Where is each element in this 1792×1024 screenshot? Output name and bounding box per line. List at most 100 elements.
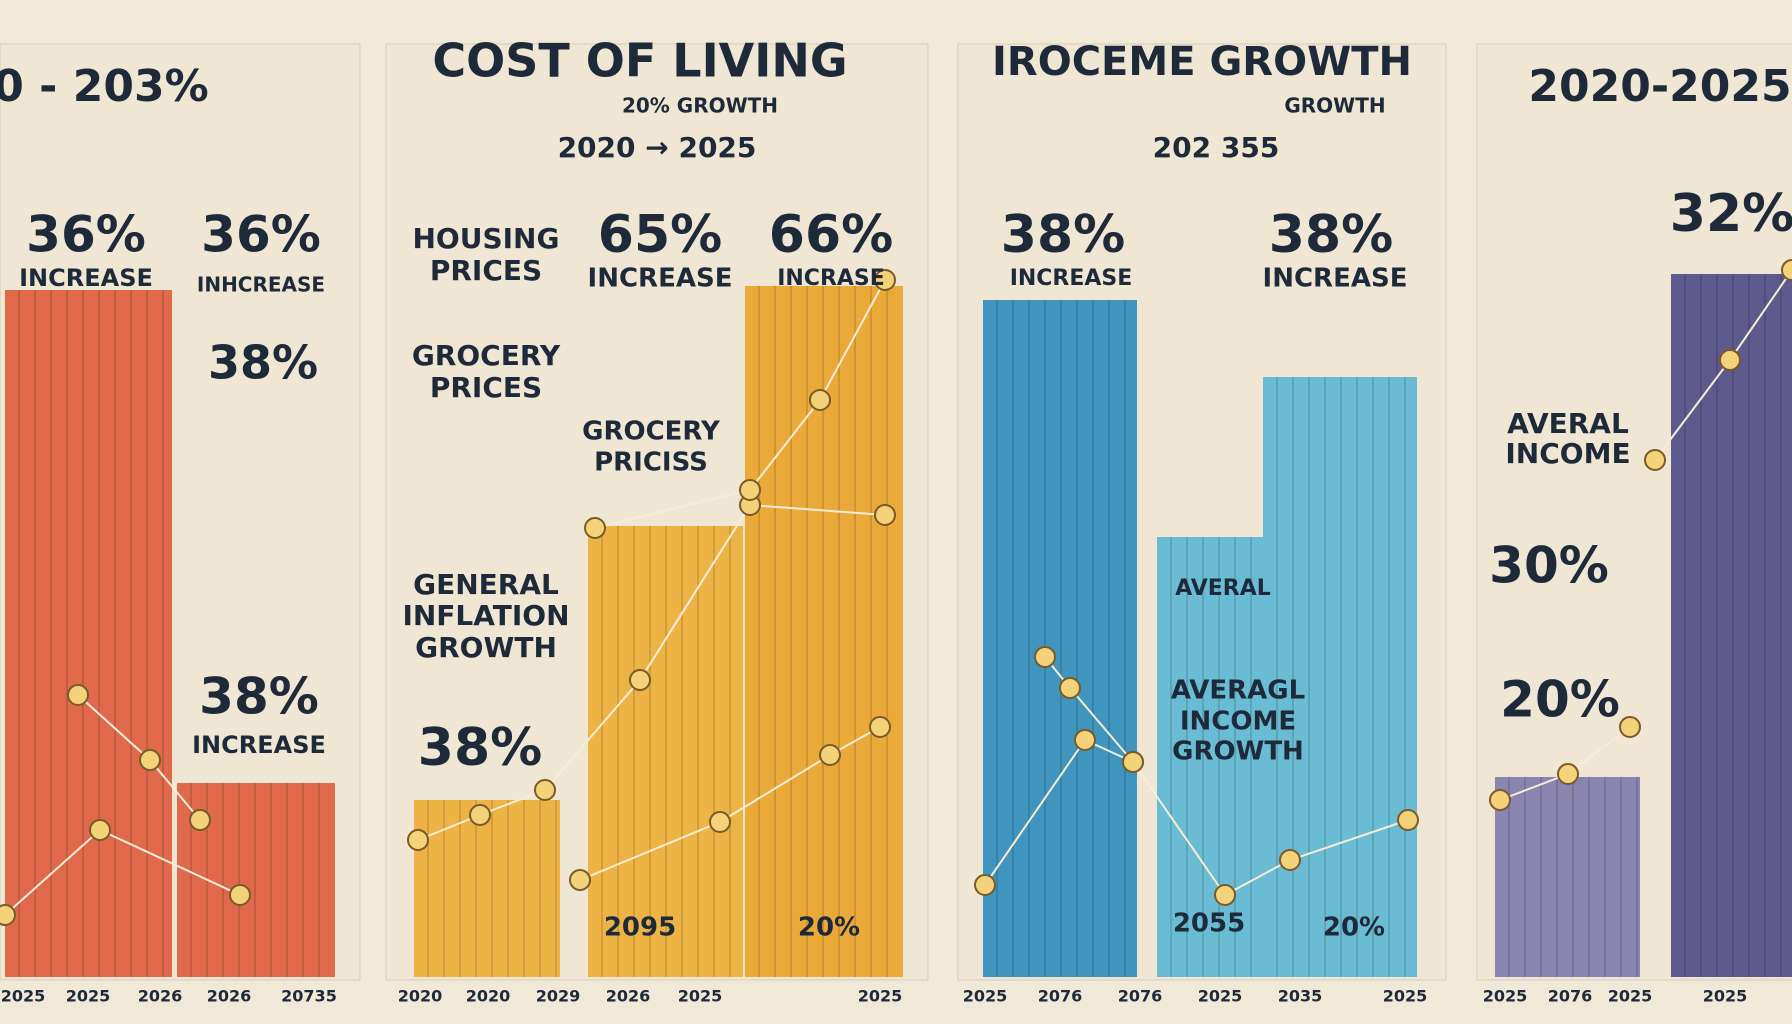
panel-label: 38% xyxy=(1269,205,1393,265)
panel-label: INCREASE xyxy=(192,731,326,759)
panel-label: INCRASE xyxy=(777,266,885,291)
bar-block xyxy=(983,300,1137,977)
trend-dot xyxy=(869,716,891,738)
trend-dot xyxy=(189,809,211,831)
trend-dot xyxy=(1074,729,1096,751)
panel-label: 20% xyxy=(798,913,860,943)
panel-label: GROWTH xyxy=(415,631,557,664)
bar-block xyxy=(5,290,172,977)
panel-label: INCREASE xyxy=(19,264,153,292)
trend-dot xyxy=(1489,789,1511,811)
panel-label: INCREASE xyxy=(1263,264,1408,294)
panel-label: 36% xyxy=(201,206,321,264)
panel-label: 38% xyxy=(199,668,319,726)
x-label: 2029 xyxy=(536,987,581,1006)
trend-dot xyxy=(809,389,831,411)
bar-block xyxy=(1495,777,1640,977)
panel-label: INCOME xyxy=(1180,707,1296,737)
trend-dot xyxy=(739,479,761,501)
trend-dot xyxy=(469,804,491,826)
panel-title: 2020-2025 xyxy=(1528,61,1791,112)
bar-block xyxy=(1671,274,1792,977)
panel-subtitle: 20% GROWTH xyxy=(622,94,778,118)
x-label: 2020 xyxy=(398,987,443,1006)
panel-label: 66% xyxy=(769,205,893,265)
x-label: 2076 xyxy=(1118,987,1163,1006)
panel-label: 38% xyxy=(418,718,542,778)
panel-label: GENERAL xyxy=(413,568,559,601)
trend-dot xyxy=(569,869,591,891)
x-label: 2025 xyxy=(858,987,903,1006)
trend-dot xyxy=(1781,259,1792,281)
trend-dot xyxy=(229,884,251,906)
bar-block xyxy=(1157,537,1263,977)
panel-label: PRICES xyxy=(430,254,542,287)
trend-dot xyxy=(709,811,731,833)
panel-title: IROCEME GROWTH xyxy=(992,39,1412,85)
panel-label: INHCREASE xyxy=(197,273,325,297)
panel-label: AVERAGL xyxy=(1171,676,1305,706)
bar-block xyxy=(414,800,560,977)
x-label: 2026 xyxy=(207,987,252,1006)
trend-dot xyxy=(1557,763,1579,785)
panel-label: 36% xyxy=(26,206,146,264)
x-label: 2025 xyxy=(1198,987,1243,1006)
trend-dot xyxy=(1397,809,1419,831)
x-label: 2025 xyxy=(1483,987,1528,1006)
panel-label: 32% xyxy=(1670,184,1792,244)
panel-label: AVERAL xyxy=(1175,576,1271,601)
x-label: 2025 xyxy=(1,987,46,1006)
x-label: 20735 xyxy=(281,987,337,1006)
trend-dot xyxy=(974,874,996,896)
trend-dot xyxy=(0,904,16,926)
trend-dot xyxy=(874,504,896,526)
trend-dot xyxy=(1214,884,1236,906)
trend-line xyxy=(417,503,886,841)
trend-line xyxy=(594,279,886,529)
trend-dot xyxy=(1122,751,1144,773)
panel-label: AVERAL xyxy=(1507,407,1629,440)
panel-label: PRICISS xyxy=(594,448,708,478)
trend-dot xyxy=(67,684,89,706)
panel-period: 2020 → 2025 xyxy=(558,131,757,164)
panel-label: 2055 xyxy=(1173,909,1245,939)
x-label: 2025 xyxy=(1383,987,1428,1006)
panel-label: 20% xyxy=(1323,913,1385,943)
panel-label: GROCERY xyxy=(412,339,561,372)
trend-dot xyxy=(534,779,556,801)
panel-label: INFLATION xyxy=(402,599,569,632)
x-label: 2020 xyxy=(466,987,511,1006)
panel-label: INCOME xyxy=(1505,437,1630,470)
panel-label: 65% xyxy=(598,205,722,265)
trend-dot xyxy=(1719,349,1741,371)
trend-dot xyxy=(407,829,429,851)
trend-dot xyxy=(629,669,651,691)
x-label: 2035 xyxy=(1278,987,1323,1006)
panel-label: GROCERY xyxy=(582,417,721,447)
x-label: 2076 xyxy=(1038,987,1083,1006)
panel-label: HOUSING xyxy=(413,222,560,255)
panel-label: PRICES xyxy=(430,371,542,404)
trend-dot xyxy=(874,269,896,291)
x-label: 2025 xyxy=(963,987,1008,1006)
trend-line xyxy=(579,726,881,881)
panel-title: 2020 - 203% xyxy=(0,61,209,112)
x-label: 2025 xyxy=(678,987,723,1006)
trend-dot xyxy=(1059,677,1081,699)
panel-period: 202 355 xyxy=(1153,131,1280,164)
trend-dot xyxy=(139,749,161,771)
x-label: 2025 xyxy=(1608,987,1653,1006)
bar-block xyxy=(1263,377,1417,977)
panel-label: INCREASE xyxy=(1010,266,1133,291)
panel-title: COST OF LIVING xyxy=(432,34,847,88)
x-label: 2026 xyxy=(606,987,651,1006)
trend-dot xyxy=(89,819,111,841)
panel-label: GROWTH xyxy=(1172,737,1304,767)
trend-dot xyxy=(1644,449,1666,471)
x-label: 2025 xyxy=(1703,987,1748,1006)
trend-dot xyxy=(1619,716,1641,738)
panel-label: INCREASE xyxy=(588,264,733,294)
panel-label: 2095 xyxy=(604,913,676,943)
